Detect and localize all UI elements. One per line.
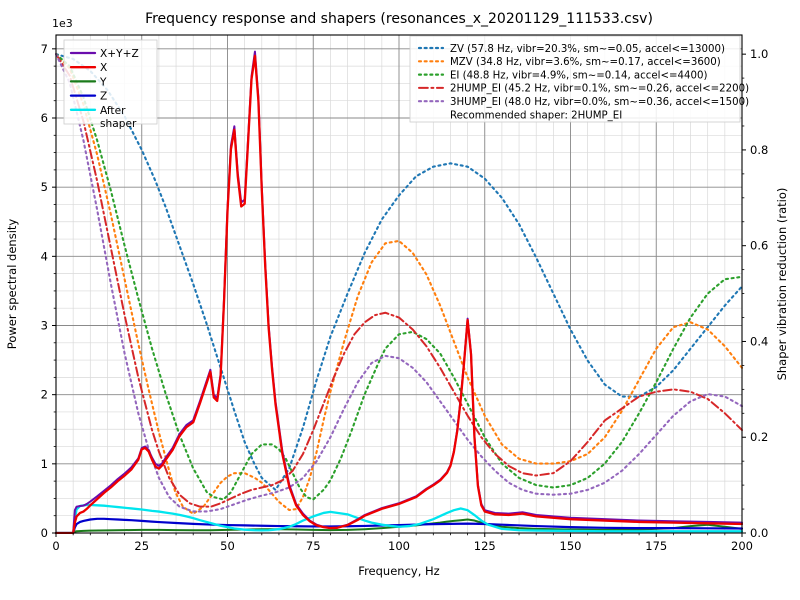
shaper-curves [55,53,743,515]
ytick-label-right: 0.0 [750,526,768,540]
shaper-curve-3hump_ei [55,53,743,513]
ytick-label-left: 3 [41,319,48,333]
psd-curves [55,50,743,534]
ytick-label-left: 1 [41,457,48,471]
ytick-label-right: 0.2 [750,430,768,444]
axis-legend-label-z[interactable]: Z [100,91,107,103]
shaper-curve-2hump_ei [55,53,743,508]
y-axis-label-right: Shaper vibration reduction (ratio) [775,188,789,381]
psd-curve-z [55,517,743,534]
axis-legend-label-x[interactable]: X [100,62,107,74]
shaper-legend-label-zv[interactable]: ZV (57.8 Hz, vibr=20.3%, sm~=0.05, accel… [450,44,725,55]
shaper-legend-label-ei[interactable]: EI (48.8 Hz, vibr=4.9%, sm~=0.14, accel<… [450,70,707,81]
shaper-curve-ei [55,53,743,501]
shaper-curve-zv [55,53,743,491]
ytick-label-left: 7 [41,42,48,56]
axes: 0 25 50 75 100 125 150 175 200 0 1 2 3 4 5 6 7 0.0 0.2 0.4 0… [41,42,769,553]
psd-curve-x [55,54,743,534]
y-axis-label-left: Power spectral density [5,219,19,350]
ytick-label-right: 1.0 [750,47,768,61]
xtick-label: 0 [52,539,59,553]
shaper-legend-box [409,35,741,123]
shaper-curve-mzv [55,53,743,515]
ytick-label-left: 2 [41,388,48,402]
xtick-label: 125 [474,539,496,553]
xtick-label: 25 [134,539,149,553]
xtick-label: 175 [645,539,667,553]
chart-title: Frequency response and shapers (resonanc… [145,11,653,27]
ytick-label-right: 0.4 [750,334,768,348]
ytick-label-left: 0 [41,526,48,540]
x-axis-label: Frequency, Hz [358,564,439,578]
ytick-label-right: 0.8 [750,143,768,157]
psd-curve-after-shaper [55,503,743,534]
shaper-legend-label-2hump_ei[interactable]: 2HUMP_EI (45.2 Hz, vibr=0.1%, sm~=0.26, … [450,84,749,95]
ytick-label-left: 6 [41,111,48,125]
xtick-label: 150 [560,539,582,553]
axis-legend-label-y[interactable]: Y [99,76,107,88]
xtick-label: 50 [220,539,235,553]
xtick-label: 75 [306,539,321,553]
ytick-label-left: 5 [41,180,48,194]
axis-legend-label-after-shaper-2: shaper [100,118,137,130]
xtick-label: 200 [731,539,753,553]
axis-legend-label-x-y-z[interactable]: X+Y+Z [100,48,139,60]
xtick-label: 100 [388,539,410,553]
shaper-legend-label-3hump_ei[interactable]: 3HUMP_EI (48.0 Hz, vibr=0.0%, sm~=0.36, … [450,97,749,108]
axis-legend-label-after[interactable]: After [100,105,126,117]
ytick-label-left: 4 [41,249,48,263]
ytick-label-right: 0.6 [750,239,768,253]
shaper-legend: ZV (57.8 Hz, vibr=20.3%, sm~=0.05, accel… [409,35,749,123]
recommended-shaper-label: Recommended shaper: 2HUMP_EI [450,110,622,121]
y-axis-offset-label: 1e3 [52,17,73,30]
psd-curve-y [55,518,743,534]
shaper-legend-label-mzv[interactable]: MZV (34.8 Hz, vibr=3.6%, sm~=0.17, accel… [450,57,721,68]
